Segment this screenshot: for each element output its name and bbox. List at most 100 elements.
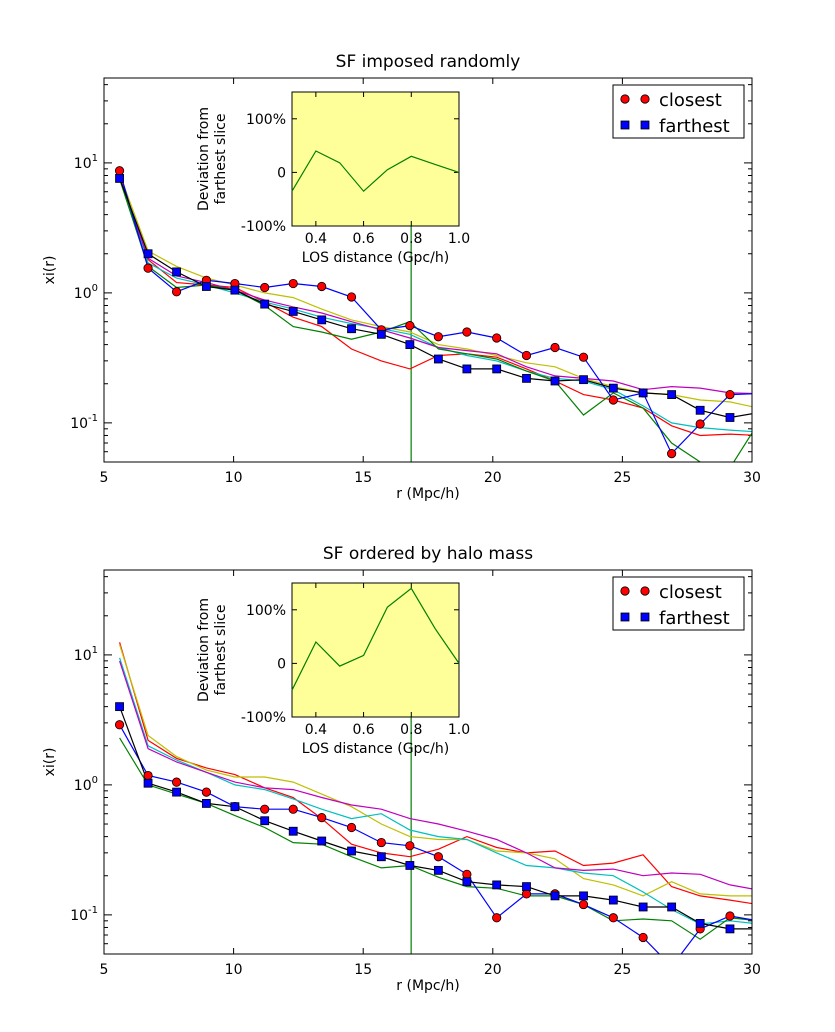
point-farthest — [608, 895, 618, 905]
legend-marker-farthest — [640, 120, 650, 130]
point-farthest — [608, 383, 618, 393]
series-line-green — [119, 737, 752, 940]
point-closest — [376, 837, 386, 848]
point-farthest — [405, 861, 415, 870]
point-closest — [346, 292, 357, 302]
chart-title: SF imposed randomly — [336, 52, 521, 72]
series-line-magenta — [119, 660, 752, 890]
point-farthest — [172, 787, 181, 797]
point-closest — [114, 720, 125, 730]
x-tick-label: 30 — [743, 470, 761, 486]
point-farthest — [725, 924, 735, 934]
point-farthest — [172, 267, 181, 277]
inset-x-tick-label: 1.0 — [448, 231, 470, 247]
point-closest — [260, 804, 270, 814]
x-tick-label: 5 — [100, 470, 109, 486]
x-tick-label: 25 — [613, 962, 631, 978]
inset-y-axis-label-line2: farthest slice — [213, 114, 229, 205]
point-closest — [405, 321, 415, 331]
inset-x-tick-label: 0.4 — [305, 722, 327, 738]
inset-x-tick-label: 0.8 — [400, 231, 422, 247]
inset-chart: 0.4 0.6 0.8 1.0 100% 0 -100% LOS distance (Gpc/… — [196, 91, 470, 266]
point-closest — [725, 390, 735, 400]
point-farthest — [376, 329, 386, 339]
plot-frame — [103, 569, 753, 955]
legend-box — [612, 84, 745, 139]
point-farthest — [260, 299, 270, 309]
point-farthest — [754, 925, 762, 933]
inset-x-axis-label: LOS distance (Gpc/h) — [302, 250, 449, 266]
point-closest — [433, 332, 443, 342]
point-closest — [725, 911, 735, 921]
point-closest — [405, 841, 415, 851]
point-closest — [578, 352, 589, 362]
point-farthest — [579, 891, 588, 901]
point-farthest — [317, 315, 327, 325]
inset-y-axis-label-line1: Deviation from — [196, 598, 212, 702]
legend-marker-closest — [640, 586, 650, 596]
x-tick-label: 10 — [225, 962, 243, 978]
point-closest — [171, 777, 182, 787]
point-farthest — [317, 836, 327, 846]
legend-label-farthest: farthest — [659, 608, 730, 629]
point-farthest — [288, 307, 298, 316]
point-farthest — [754, 409, 762, 417]
legend-marker-closest — [620, 586, 630, 596]
chart-1: SF imposed randomly 5 10 15 20 25 30 10-1 100 101… — [42, 52, 762, 502]
point-farthest — [115, 173, 124, 183]
inset-y-tick-label: 100% — [246, 112, 286, 128]
point-farthest — [462, 364, 472, 374]
y-tick-label: 10-1 — [70, 413, 98, 432]
point-farthest — [492, 880, 502, 890]
inset-y-axis-label-line1: Deviation from — [196, 107, 212, 211]
point-closest — [695, 419, 705, 429]
point-farthest — [638, 388, 648, 398]
point-closest — [288, 804, 298, 814]
point-farthest — [115, 702, 124, 712]
y-axis-label: xi(r) — [42, 748, 58, 777]
x-tick-label: 5 — [100, 962, 109, 978]
x-tick-label: 10 — [225, 470, 243, 486]
point-closest — [114, 166, 125, 176]
point-closest — [317, 813, 327, 823]
series-line-cyan — [119, 657, 752, 925]
point-closest — [608, 913, 618, 923]
chart-title: SF ordered by halo mass — [323, 544, 533, 564]
point-closest — [143, 263, 153, 273]
inset-deviation-line — [291, 587, 460, 691]
x-tick-label: 25 — [613, 470, 631, 486]
legend-label-farthest: farthest — [659, 116, 730, 137]
point-closest — [462, 327, 472, 337]
point-closest — [143, 770, 153, 781]
point-closest — [754, 389, 762, 397]
point-closest — [638, 932, 648, 943]
point-farthest — [462, 877, 472, 887]
legend-label-closest: closest — [659, 582, 722, 603]
inset-chart: 0.4 0.6 0.8 1.0 100% 0 -100% LOS distance (Gpc/… — [196, 582, 470, 757]
point-farthest — [579, 375, 588, 385]
point-closest — [433, 852, 443, 862]
x-tick-label: 20 — [484, 962, 502, 978]
chart-2: SF ordered by halo mass 5 10 15 20 25 30 10-1 10… — [42, 544, 762, 994]
inset-deviation-line — [291, 150, 460, 193]
x-axis-label: r (Mpc/h) — [396, 486, 459, 502]
point-closest — [462, 869, 472, 879]
plot-series — [114, 642, 762, 954]
point-farthest — [230, 285, 240, 295]
point-farthest — [667, 902, 677, 912]
point-farthest — [288, 826, 298, 836]
point-farthest — [405, 340, 415, 350]
y-tick-label: 100 — [74, 775, 98, 794]
x-tick-label: 30 — [743, 962, 761, 978]
inset-plot-area — [291, 91, 460, 227]
legend-marker-farthest — [620, 120, 630, 130]
series-line-red — [119, 642, 752, 905]
legend-marker-farthest — [620, 612, 630, 622]
y-tick-label: 101 — [74, 645, 98, 664]
point-farthest — [347, 324, 356, 334]
inset-y-tick-label: -100% — [241, 219, 286, 235]
series-line-yellow — [119, 644, 752, 897]
point-farthest — [347, 846, 356, 856]
plot-frame — [103, 77, 753, 463]
